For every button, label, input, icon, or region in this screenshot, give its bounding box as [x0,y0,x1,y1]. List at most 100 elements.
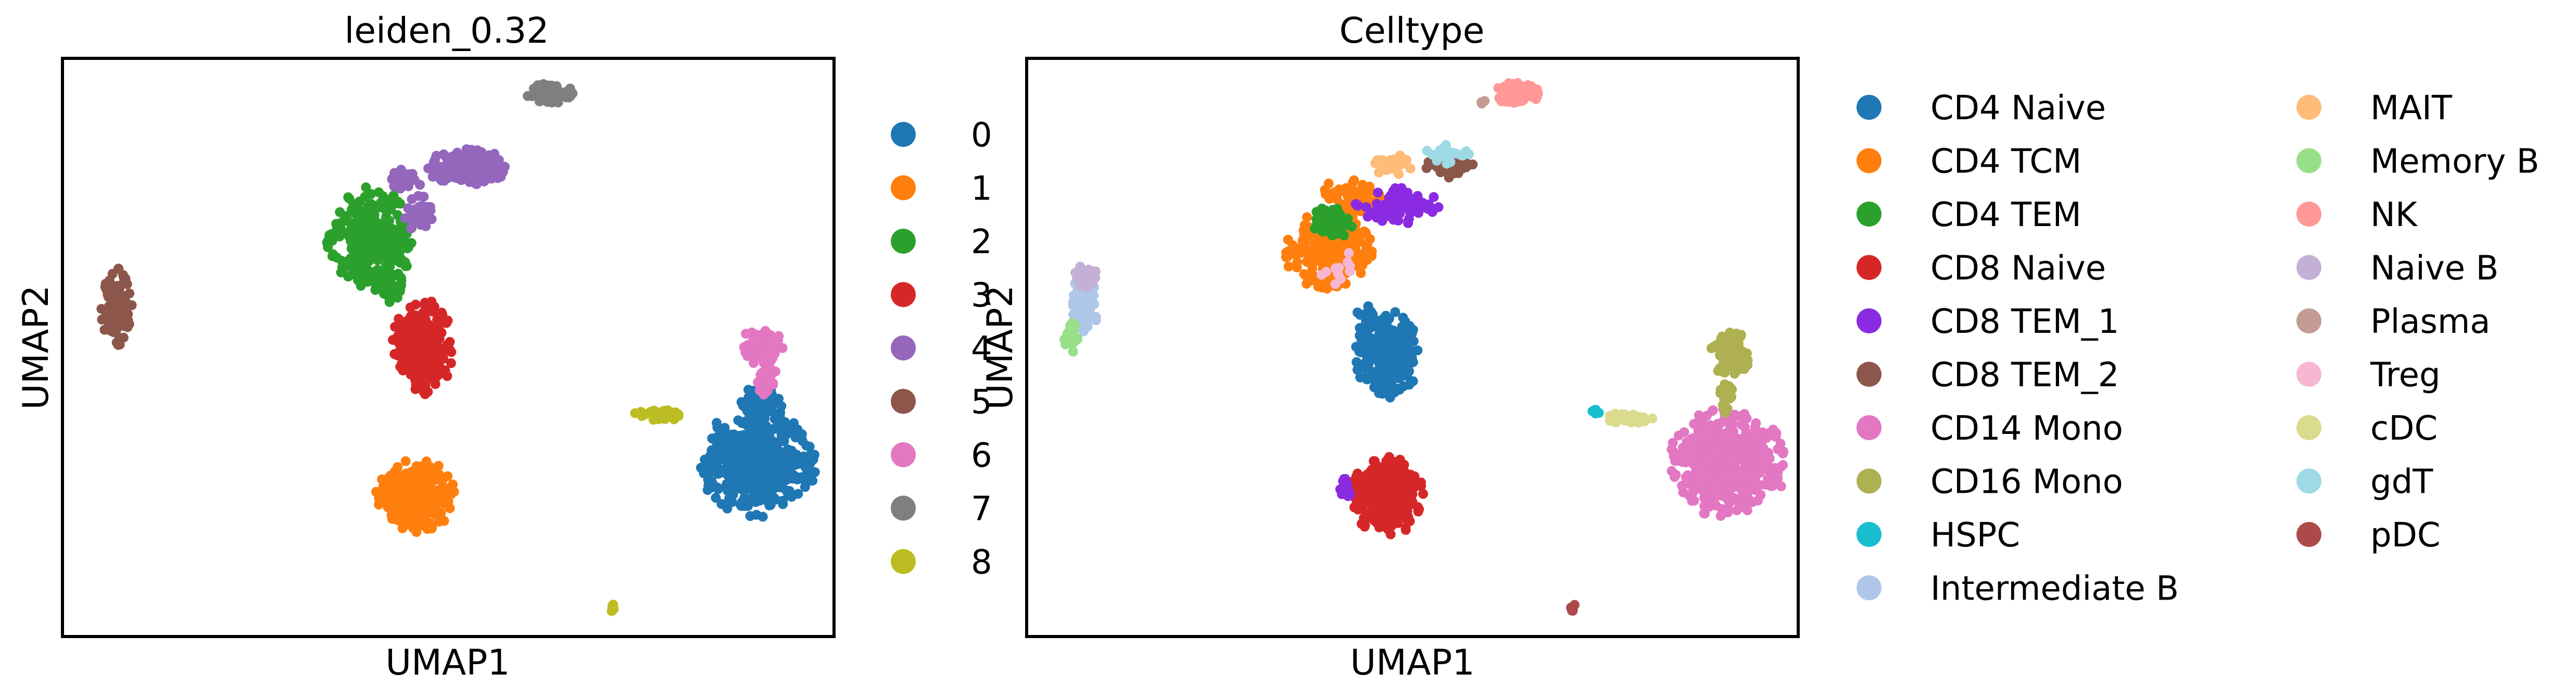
scatter-point [1404,343,1415,353]
scatter-point [1706,471,1715,481]
scatter-point [1668,438,1678,448]
legend-item: CD8 TEM_2 [1857,356,2119,395]
scatter-point [763,406,774,417]
scatter-point [1384,390,1394,400]
scatter-point [403,492,413,502]
series-7 [523,79,578,108]
scatter-point [1382,347,1393,358]
scatter-point [428,307,438,317]
legend-item: Naive B [2296,250,2498,288]
scatter-point [1091,311,1101,322]
scatter-point [1328,205,1338,215]
legend-item: MAIT [2296,89,2453,128]
scatter-point [484,165,494,175]
legend-marker [1857,202,1882,227]
scatter-point [774,331,784,341]
scatter-point [1751,418,1761,428]
scatter-point [353,225,363,235]
legend-label: CD8 Naive [1930,250,2106,288]
scatter-point [1307,264,1318,274]
scatter-point [1407,352,1417,363]
scatter-point [1678,487,1688,497]
scatter-point [646,407,655,417]
scatter-point [1339,230,1349,241]
scatter-point [1414,504,1424,515]
scatter-point [447,172,457,182]
legend-item: 0 [891,116,992,155]
scatter-point [1606,416,1617,426]
scatter-point [1397,321,1407,332]
scatter-point [1499,82,1509,92]
scatter-point [1299,220,1310,230]
scatter-point [384,479,395,490]
series-cd16-mono [1706,328,1753,418]
scatter-point [1373,487,1384,497]
scatter-point [747,469,757,480]
series-cd14-mono [1666,404,1789,521]
scatter-point [1710,434,1720,445]
scatter-point [393,288,403,298]
scatter-point [1379,321,1389,331]
scatter-point [1311,207,1322,217]
scatter-point [743,482,754,493]
scatter-point [401,510,411,520]
scatter-point [406,211,416,222]
scatter-point [1727,424,1737,434]
scatter-point [553,97,563,108]
legend-marker [891,175,916,201]
scatter-point [749,334,759,345]
scatter-point [1080,268,1090,278]
scatter-point [378,191,388,202]
scatter-point [1372,155,1383,165]
scatter-point [763,476,773,487]
scatter-point [1384,508,1395,519]
scatter-point [1322,212,1332,222]
legend-label: CD8 TEM_1 [1930,303,2119,341]
series-memory-b [1059,318,1083,357]
scatter-point [749,427,760,437]
scatter-point [395,254,406,265]
scatter-point [396,272,406,283]
scatter-point [1768,425,1778,435]
scatter-point [1350,199,1361,209]
scatter-point [790,471,800,481]
scatter-point [1394,373,1405,383]
scatter-point [712,418,722,428]
legend-item: Memory B [2296,143,2540,181]
scatter-point [1588,406,1599,416]
scatter-point [1314,279,1324,290]
scatter-point [1406,498,1416,508]
scatter-point [1391,165,1401,175]
scatter-point [1647,413,1658,423]
scatter-point [1394,354,1404,364]
scatter-point [437,176,447,186]
scatter-point [391,467,401,477]
scatter-point [493,173,503,183]
scatter-point [1763,447,1773,458]
scatter-point [736,500,746,510]
scatter-point [420,326,430,336]
scatter-point [404,500,414,510]
scatter-point [479,176,489,186]
scatter-point [1691,443,1702,453]
scatter-point [1367,251,1377,261]
scatter-point [696,463,706,473]
legend-label: 3 [971,277,992,315]
legend-item: 6 [891,437,992,475]
legend-item: 4 [891,330,992,368]
legend-label: 1 [971,170,992,208]
scatter-point [1720,458,1730,469]
series-gdt [1422,140,1474,169]
legend-marker [2296,308,2321,333]
scatter-point [771,423,781,434]
scatter-point [769,348,780,358]
scatter-point [1393,518,1403,528]
scatter-point [759,355,769,365]
scatter-point [1435,164,1445,174]
scatter-point [729,437,739,447]
scatter-point [1715,418,1725,429]
scatter-point [1329,187,1340,197]
legend-marker [891,549,916,574]
legend: CD4 Naive CD4 TCM CD4 TEM CD8 Naive CD8 TEM_… [1857,89,2540,608]
scatter-point [770,366,780,377]
